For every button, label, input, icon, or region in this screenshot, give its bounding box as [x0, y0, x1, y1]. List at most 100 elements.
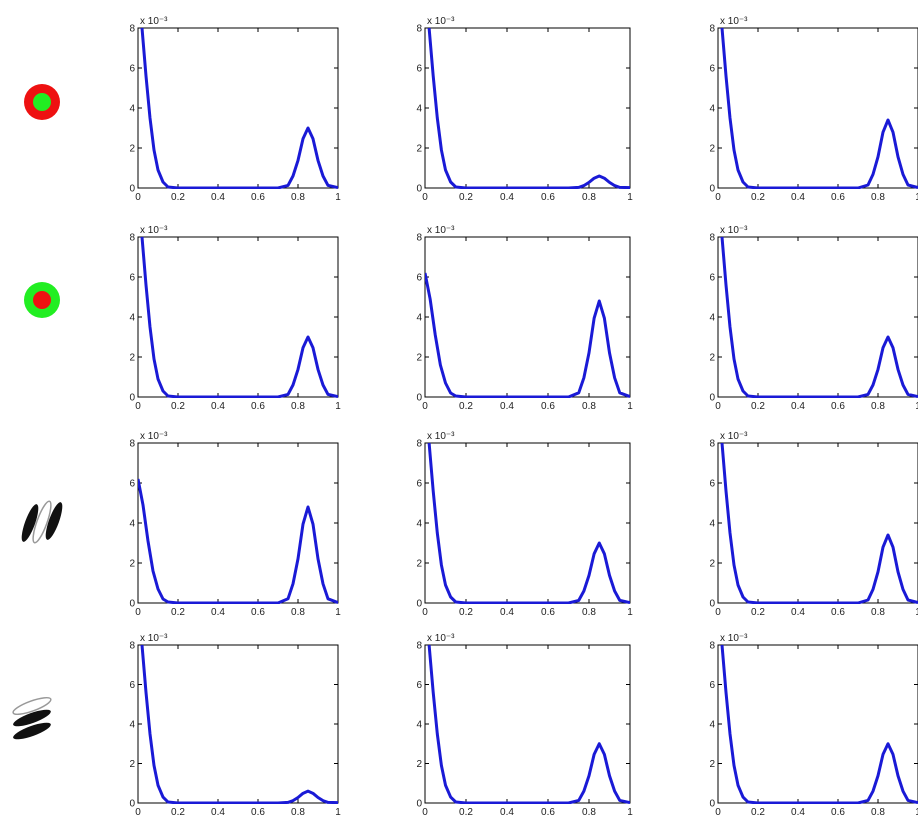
- x-tick-label: 0.8: [582, 401, 596, 412]
- x-tick-label: 1: [627, 401, 633, 412]
- y-exponent: x 10⁻³: [427, 633, 455, 644]
- x-tick-label: 0.6: [831, 192, 845, 203]
- x-tick-label: 0.6: [831, 607, 845, 618]
- x-tick-label: 0.2: [171, 807, 185, 818]
- y-tick-label: 4: [416, 519, 422, 530]
- y-tick-label: 6: [709, 479, 715, 490]
- y-tick-label: 6: [416, 680, 422, 691]
- x-tick-label: 0.8: [582, 807, 596, 818]
- data-line: [140, 644, 338, 804]
- y-exponent: x 10⁻³: [140, 633, 168, 644]
- x-tick-label: 0.4: [211, 192, 225, 203]
- x-tick-label: 0.6: [831, 807, 845, 818]
- x-tick-label: 1: [335, 401, 341, 412]
- y-tick-label: 0: [129, 393, 135, 404]
- x-tick-label: 0.6: [541, 807, 555, 818]
- y-tick-label: 4: [129, 720, 135, 731]
- x-tick-label: 0: [715, 807, 721, 818]
- data-line: [425, 272, 630, 398]
- x-tick-label: 0.2: [171, 192, 185, 203]
- x-tick-label: 0.6: [251, 607, 265, 618]
- y-tick-label: 8: [709, 439, 715, 450]
- y-exponent: x 10⁻³: [427, 225, 455, 236]
- y-tick-label: 6: [129, 64, 135, 75]
- x-tick-label: 0.8: [582, 607, 596, 618]
- x-tick-label: 0.2: [751, 807, 765, 818]
- y-tick-label: 4: [129, 104, 135, 115]
- y-tick-label: 6: [416, 64, 422, 75]
- subplot: 0 2 4 6 8 0 0.2 0.4 0.6 0.8 1 x 10⁻³: [129, 16, 341, 203]
- y-tick-label: 2: [416, 144, 422, 155]
- x-tick-label: 0.4: [211, 807, 225, 818]
- data-line: [427, 442, 630, 604]
- x-tick-label: 1: [915, 607, 918, 618]
- y-tick-label: 2: [129, 353, 135, 364]
- plot-area: [717, 27, 918, 189]
- plot-area: [424, 236, 631, 398]
- x-tick-label: 1: [627, 607, 633, 618]
- x-tick-label: 0.2: [459, 607, 473, 618]
- x-tick-label: 1: [627, 192, 633, 203]
- y-tick-label: 6: [709, 64, 715, 75]
- y-exponent: x 10⁻³: [427, 16, 455, 27]
- y-tick-label: 2: [709, 559, 715, 570]
- y-tick-label: 8: [416, 641, 422, 652]
- subplot: 0 2 4 6 8 0 0.2 0.4 0.6 0.8 1 x 10⁻³: [416, 225, 633, 412]
- x-tick-label: 0.8: [291, 192, 305, 203]
- x-tick-label: 0.4: [211, 401, 225, 412]
- y-tick-label: 8: [416, 233, 422, 244]
- y-exponent: x 10⁻³: [720, 633, 748, 644]
- y-tick-label: 6: [129, 680, 135, 691]
- plot-area: [424, 442, 631, 604]
- y-tick-label: 0: [416, 184, 422, 195]
- y-exponent: x 10⁻³: [140, 225, 168, 236]
- y-tick-label: 2: [709, 353, 715, 364]
- x-tick-label: 0.8: [582, 192, 596, 203]
- y-tick-label: 6: [129, 273, 135, 284]
- y-tick-label: 8: [709, 641, 715, 652]
- x-tick-label: 0.6: [541, 401, 555, 412]
- y-exponent: x 10⁻³: [720, 225, 748, 236]
- y-exponent: x 10⁻³: [720, 431, 748, 442]
- x-tick-label: 0: [422, 807, 428, 818]
- y-tick-label: 8: [709, 24, 715, 35]
- icon-horizontal-bars: [12, 696, 52, 740]
- y-tick-label: 6: [416, 273, 422, 284]
- x-tick-label: 0.8: [291, 807, 305, 818]
- y-exponent: x 10⁻³: [140, 16, 168, 27]
- y-tick-label: 2: [129, 144, 135, 155]
- x-tick-label: 1: [627, 807, 633, 818]
- data-line: [720, 236, 918, 398]
- x-tick-label: 0.8: [871, 192, 885, 203]
- x-tick-label: 0.6: [251, 401, 265, 412]
- plot-area: [137, 27, 339, 189]
- y-tick-label: 0: [416, 799, 422, 810]
- subplot: 0 2 4 6 8 0 0.2 0.4 0.6 0.8 1 x 10⁻³: [709, 16, 918, 203]
- y-tick-label: 4: [416, 104, 422, 115]
- x-tick-label: 0: [422, 192, 428, 203]
- x-tick-label: 1: [915, 807, 918, 818]
- subplot: 0 2 4 6 8 0 0.2 0.4 0.6 0.8 1 x 10⁻³: [129, 633, 341, 818]
- subplot: 0 2 4 6 8 0 0.2 0.4 0.6 0.8 1 x 10⁻³: [129, 225, 341, 412]
- x-tick-label: 0.8: [291, 607, 305, 618]
- plot-area: [137, 236, 339, 398]
- y-exponent: x 10⁻³: [427, 431, 455, 442]
- y-tick-label: 2: [709, 759, 715, 770]
- x-tick-label: 0.4: [500, 807, 514, 818]
- y-exponent: x 10⁻³: [140, 431, 168, 442]
- plot-area: [717, 644, 918, 804]
- x-tick-label: 1: [915, 192, 918, 203]
- y-tick-label: 4: [709, 720, 715, 731]
- subplot: 0 2 4 6 8 0 0.2 0.4 0.6 0.8 1 x 10⁻³: [709, 633, 918, 818]
- x-tick-label: 0.4: [791, 192, 805, 203]
- x-tick-label: 0: [422, 401, 428, 412]
- y-tick-label: 2: [709, 144, 715, 155]
- x-tick-label: 0.2: [171, 401, 185, 412]
- x-tick-label: 0.6: [251, 192, 265, 203]
- x-tick-label: 0.2: [459, 192, 473, 203]
- x-tick-label: 0.2: [751, 401, 765, 412]
- subplot: 0 2 4 6 8 0 0.2 0.4 0.6 0.8 1 x 10⁻³: [709, 225, 918, 412]
- x-tick-label: 0.2: [751, 192, 765, 203]
- y-tick-label: 8: [709, 233, 715, 244]
